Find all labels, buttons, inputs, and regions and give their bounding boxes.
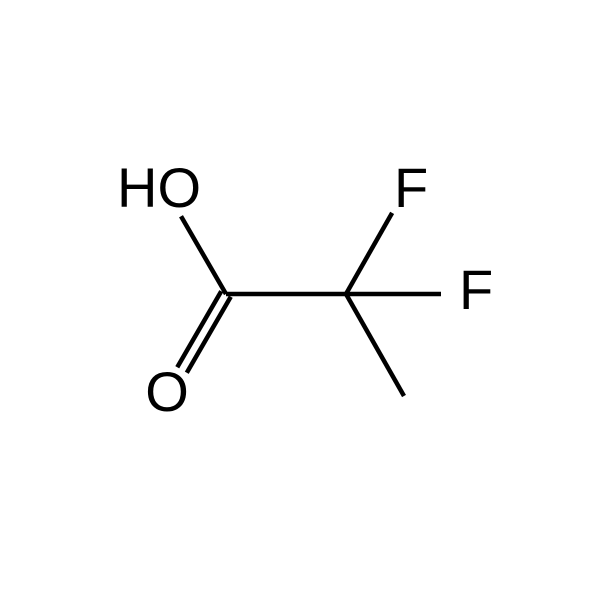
molecule-canvas: HO O FF	[0, 0, 600, 600]
bond-double	[177, 291, 221, 367]
bond-single	[346, 213, 392, 294]
bond-single	[346, 294, 404, 396]
atom-label-f1: F	[394, 156, 428, 219]
atom-label-od: O	[145, 360, 189, 423]
atom-label-f2: F	[459, 258, 493, 321]
bond-single	[181, 216, 226, 294]
bond-double	[187, 297, 231, 373]
atom-label-oh: HO	[117, 156, 201, 219]
